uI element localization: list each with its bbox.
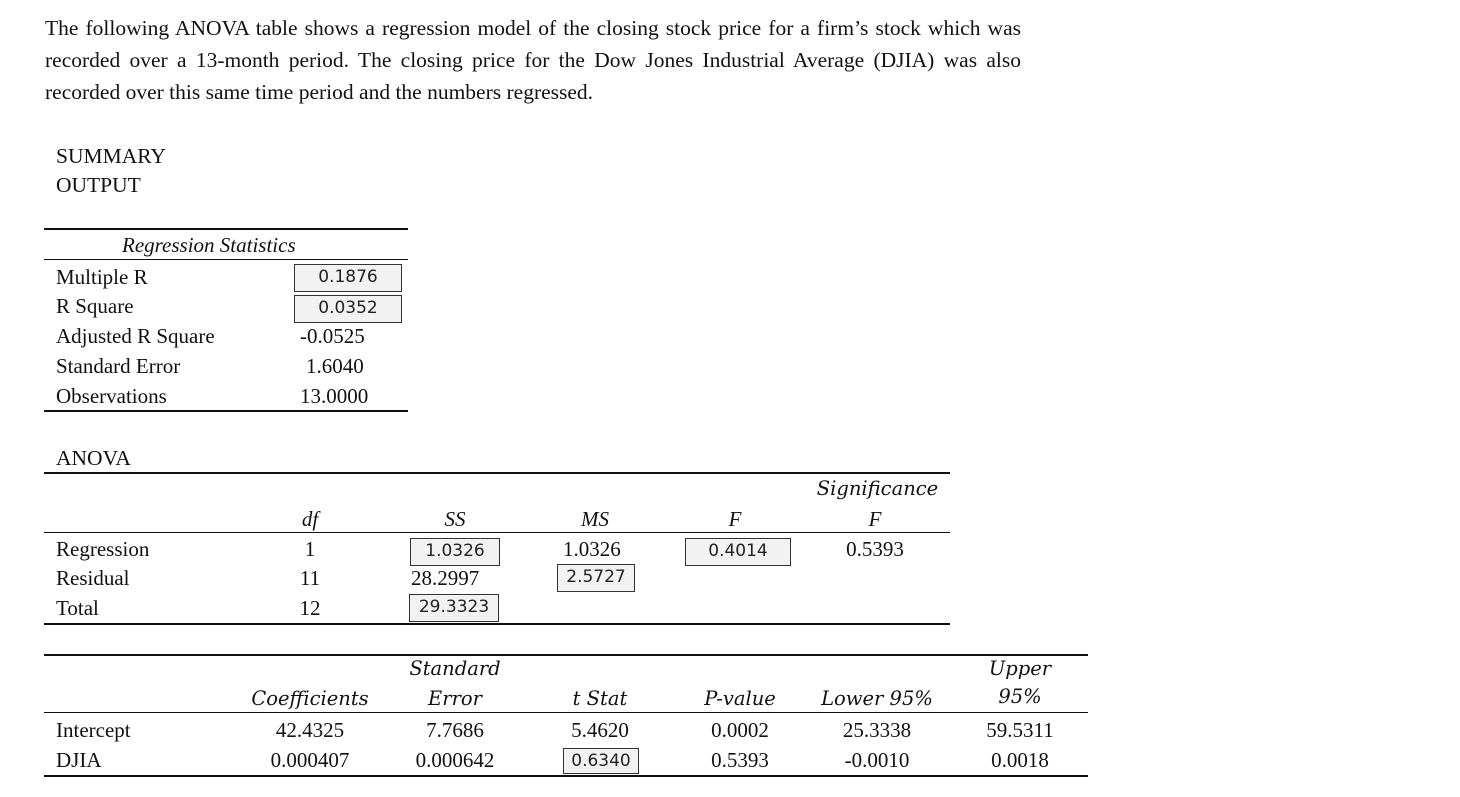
intercept-t-stat: 5.4620: [571, 718, 629, 742]
intro-paragraph: The following ANOVA table shows a regres…: [45, 16, 1021, 104]
anova-header-rule: [44, 532, 950, 533]
anova-residual-ms-box: 2.5727: [557, 564, 635, 592]
header-upper: Upper: [988, 657, 1052, 680]
anova-regression-ss-box: 1.0326: [410, 538, 500, 566]
row-label-multiple-r: Multiple R: [56, 265, 148, 289]
djia-standard-error: 0.000642: [415, 748, 495, 772]
anova-regression-ms: 1.0326: [563, 537, 621, 561]
summary-heading-line2: OUTPUT: [56, 173, 141, 197]
intercept-lower-95: 25.3338: [842, 718, 912, 742]
row-label-observations: Observations: [56, 384, 167, 408]
header-ss: SS: [444, 507, 466, 531]
djia-upper-95: 0.0018: [991, 748, 1049, 772]
anova-row-label-residual: Residual: [56, 566, 130, 590]
value-box-multiple-r: 0.1876: [294, 264, 402, 292]
row-label-standard-error: Standard Error: [56, 354, 181, 378]
header-p-value: P-value: [704, 687, 776, 710]
djia-coefficient: 0.000407: [270, 748, 350, 772]
anova-regression-f-box: 0.4014: [685, 538, 791, 566]
anova-row-label-regression: Regression: [56, 537, 150, 561]
header-t-stat: t Stat: [572, 687, 628, 710]
summary-output-heading: SUMMARY OUTPUT: [56, 142, 166, 200]
header-significance-f: F: [868, 507, 882, 531]
coef-bottom-rule: [44, 775, 1088, 777]
header-standard: Standard: [409, 657, 501, 680]
intercept-coefficient: 42.4325: [275, 718, 345, 742]
coef-header-rule: [44, 712, 1088, 713]
value-standard-error: 1.6040: [306, 354, 364, 378]
anova-bottom-rule: [44, 623, 950, 625]
table-top-rule: [44, 228, 408, 230]
value-observations: 13.0000: [300, 384, 369, 408]
table-bottom-rule: [44, 410, 408, 412]
anova-row-label-total: Total: [56, 596, 99, 620]
anova-total-ss-box: 29.3323: [409, 594, 499, 622]
intercept-upper-95: 59.5311: [986, 718, 1054, 742]
header-lower-95: Lower 95%: [821, 687, 933, 710]
regression-statistics-title: Regression Statistics: [122, 233, 296, 257]
value-adjusted-r-square: -0.0525: [300, 324, 365, 348]
header-upper-95: 95%: [998, 685, 1042, 708]
header-error: Error: [428, 687, 482, 710]
row-label-adjusted-r-square: Adjusted R Square: [56, 324, 215, 348]
header-f: F: [728, 507, 742, 531]
row-label-r-square: R Square: [56, 294, 134, 318]
anova-regression-df: 1: [304, 537, 316, 561]
header-ms: MS: [581, 507, 609, 531]
coef-row-label-djia: DJIA: [56, 748, 102, 772]
anova-residual-ss: 28.2997: [411, 566, 480, 590]
djia-lower-95: -0.0010: [844, 748, 910, 772]
coef-row-label-intercept: Intercept: [56, 718, 131, 742]
intercept-standard-error: 7.7686: [426, 718, 484, 742]
anova-top-rule: [44, 472, 950, 474]
djia-p-value: 0.5393: [711, 748, 769, 772]
anova-total-df: 12: [299, 596, 321, 620]
header-significance: Significance: [816, 477, 939, 500]
header-df: df: [301, 507, 319, 531]
header-coefficients: Coefficients: [251, 687, 369, 710]
anova-title: ANOVA: [56, 446, 131, 470]
coef-top-rule: [44, 654, 1088, 656]
header-rule: [44, 259, 408, 260]
intercept-p-value: 0.0002: [711, 718, 769, 742]
anova-regression-significance: 0.5393: [846, 537, 904, 561]
value-box-r-square: 0.0352: [294, 295, 402, 323]
anova-residual-df: 11: [299, 566, 321, 590]
summary-heading-line1: SUMMARY: [56, 144, 166, 168]
djia-t-stat-box: 0.6340: [563, 748, 639, 774]
